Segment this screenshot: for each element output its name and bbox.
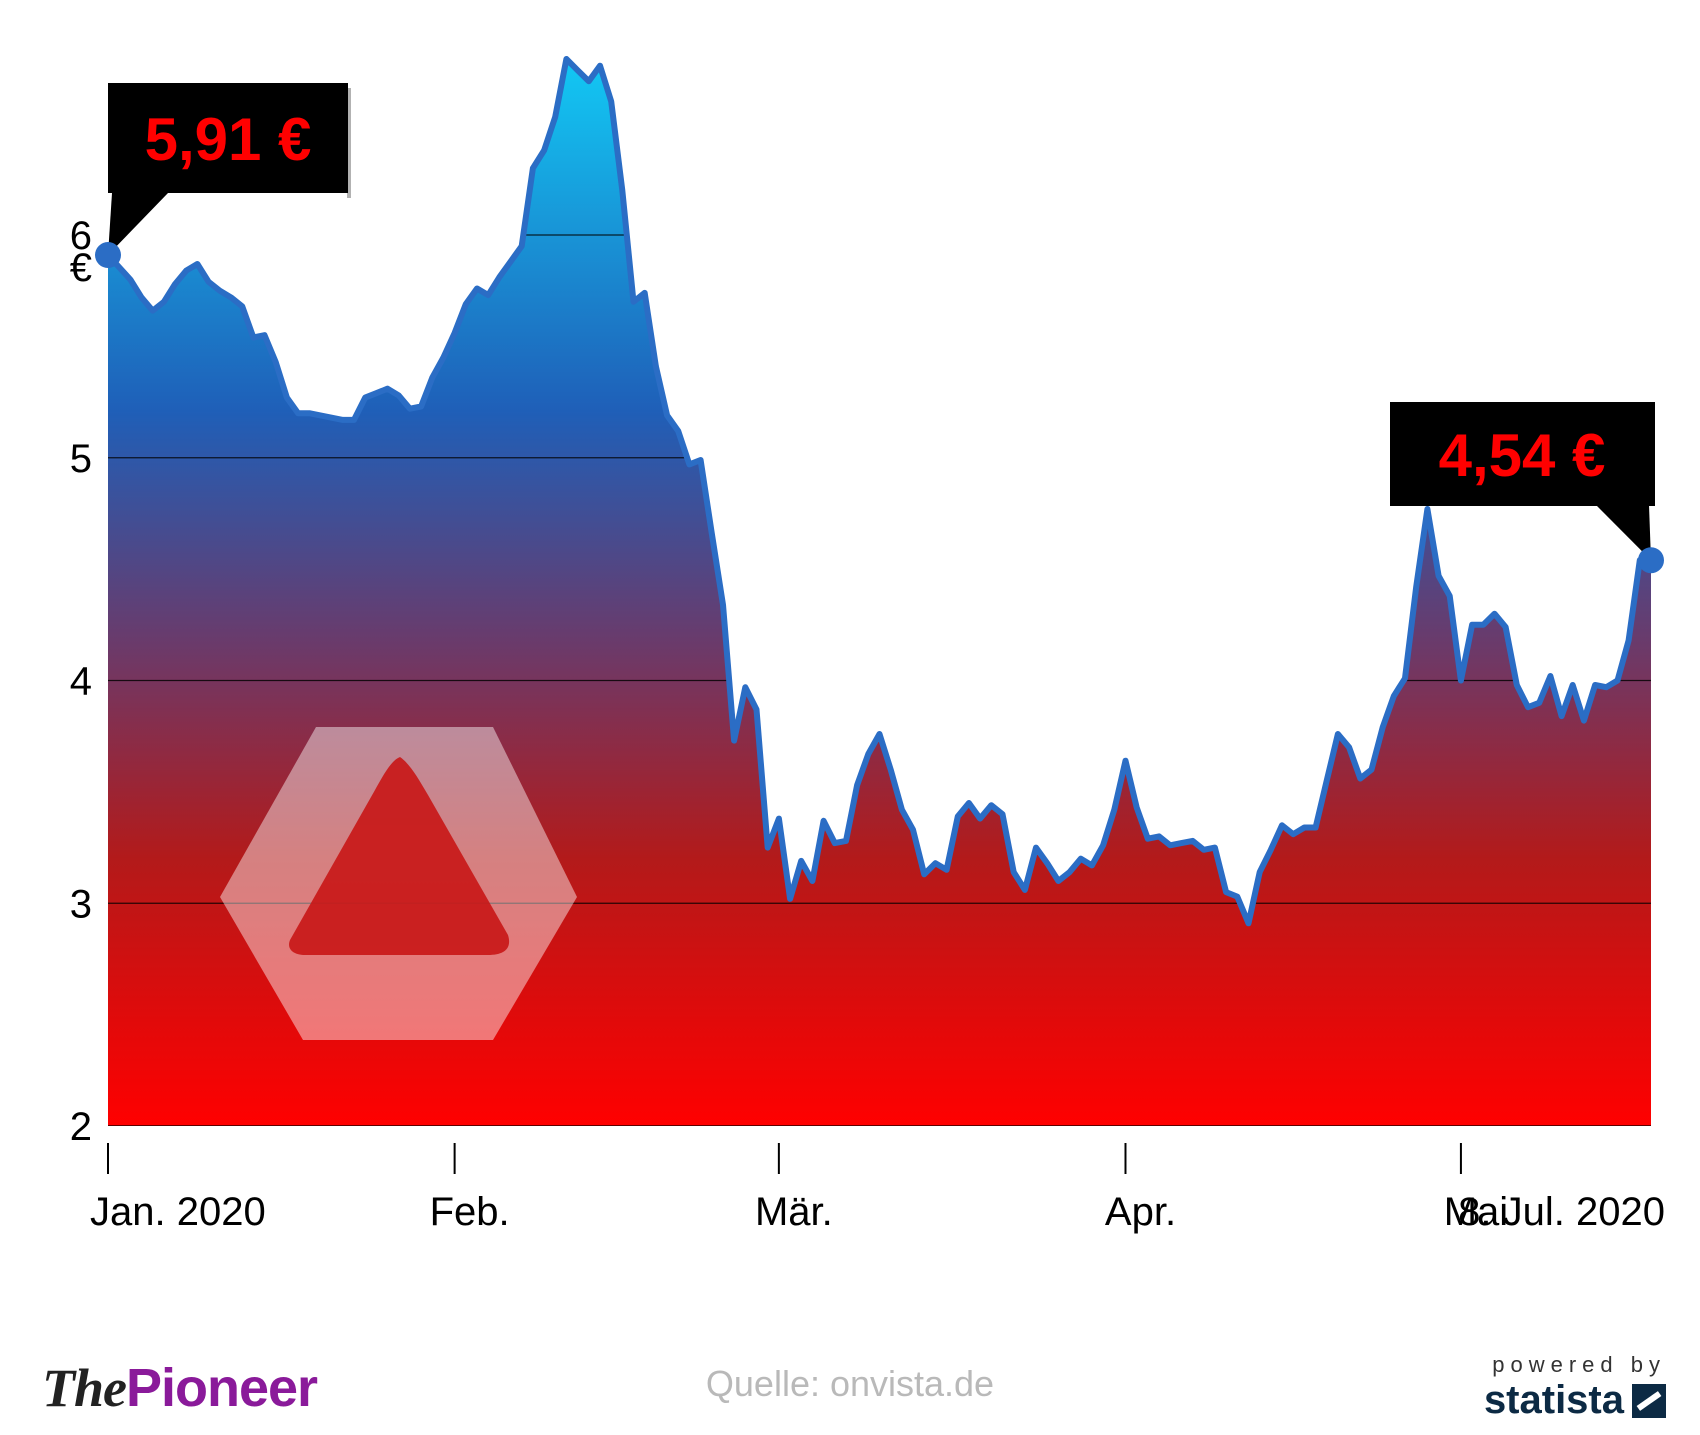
callout-label: 4,54 € [1439,422,1606,489]
y-tick-label: 6 [70,214,92,258]
commerzbank-logo [220,727,577,1040]
x-tick-label: Mai [1444,1190,1508,1234]
x-tick-label: Jan. 2020 [90,1190,266,1234]
y-unit-label: € [70,246,92,290]
x-tick-label: Feb. [430,1190,510,1234]
y-tick-label: 2 [70,1105,92,1149]
brand-logo: ThePioneer [42,1357,318,1419]
callout-pointer [1596,505,1651,561]
brand-pioneer: Pioneer [126,1358,318,1418]
brand-the: The [42,1358,127,1418]
start-point [95,242,121,269]
powered-by-statista: powered by statista [1484,1352,1666,1423]
series-line [105,56,1654,927]
x-tick-label: 8. Jul. 2020 [1458,1190,1665,1234]
y-tick-label: 4 [70,660,92,704]
callout-pointer [108,193,168,256]
callout-box [1390,402,1655,506]
x-tick-label: Apr. [1105,1190,1176,1234]
callout-shadow [347,88,351,198]
powered-by-label: powered by [1492,1352,1666,1377]
x-tick-label: Mär. [755,1190,833,1234]
callout-box [108,83,348,193]
y-tick-label: 3 [70,882,92,926]
statista-label: statista [1483,1378,1624,1422]
area-fill [108,59,1651,1126]
callout-label: 5,91 € [145,106,312,173]
end-point [1638,547,1664,574]
source-note: Quelle: onvista.de [705,1363,995,1404]
statista-icon [1632,1383,1666,1418]
y-tick-label: 5 [70,437,92,481]
